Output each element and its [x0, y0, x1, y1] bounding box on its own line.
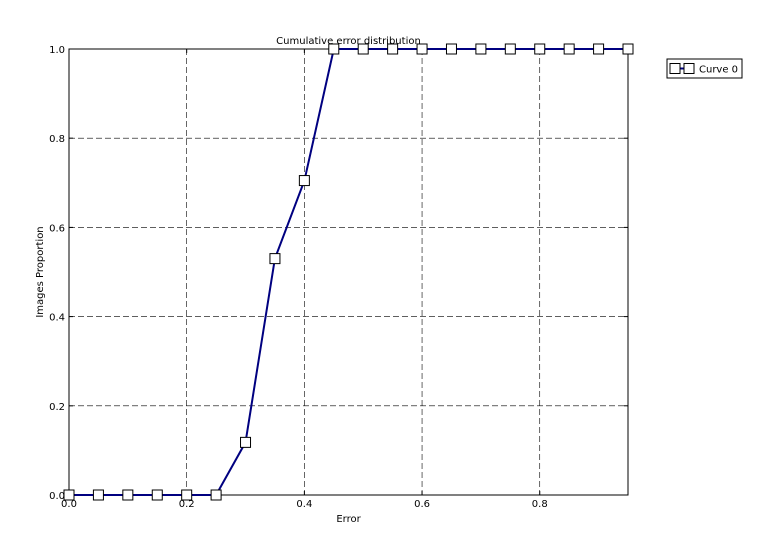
data-point: [387, 43, 399, 55]
legend-marker: [683, 63, 695, 74]
x-tick-label: 0.4: [296, 499, 312, 510]
x-tick-label: 0.2: [179, 499, 195, 510]
data-point: [593, 43, 605, 55]
series-line: [69, 48, 628, 496]
legend: Curve 0: [666, 58, 743, 79]
data-point: [92, 489, 104, 501]
x-tick-label: 0.6: [414, 499, 430, 510]
y-tick-label: 0.6: [49, 223, 65, 234]
x-tick-label: 0.8: [532, 499, 548, 510]
x-tick-label: 0.0: [61, 499, 77, 510]
data-point: [240, 436, 252, 448]
data-point: [357, 43, 369, 55]
data-point: [416, 43, 428, 55]
data-point: [210, 489, 222, 501]
plot-area: [68, 48, 629, 496]
y-tick-label: 0.4: [49, 313, 65, 324]
data-point: [504, 43, 516, 55]
data-point: [122, 489, 134, 501]
data-point: [328, 43, 340, 55]
grid: [69, 49, 628, 495]
y-tick-label: 0.0: [49, 491, 65, 502]
x-axis-label: Error: [336, 514, 361, 525]
chart-title: Cumulative error distribution: [276, 36, 421, 47]
series: [63, 43, 634, 501]
data-point: [298, 175, 310, 187]
data-point: [63, 489, 75, 501]
data-point: [181, 489, 193, 501]
y-tick-label: 1.0: [49, 45, 65, 56]
y-tick-label: 0.8: [49, 134, 65, 145]
data-point: [622, 43, 634, 55]
legend-marker: [669, 63, 681, 74]
data-point: [563, 43, 575, 55]
axis-ticks: 0.0 0.2 0.4 0.6 0.8 0.0 0.2 0.4 0.6 0.8 1.0: [49, 45, 628, 510]
data-point: [269, 253, 281, 265]
legend-label: Curve 0: [699, 65, 738, 76]
data-point: [151, 489, 163, 501]
data-point: [475, 43, 487, 55]
data-point: [445, 43, 457, 55]
y-tick-label: 0.2: [49, 402, 65, 413]
data-point: [534, 43, 546, 55]
y-axis-label: Images Proportion: [35, 226, 46, 317]
